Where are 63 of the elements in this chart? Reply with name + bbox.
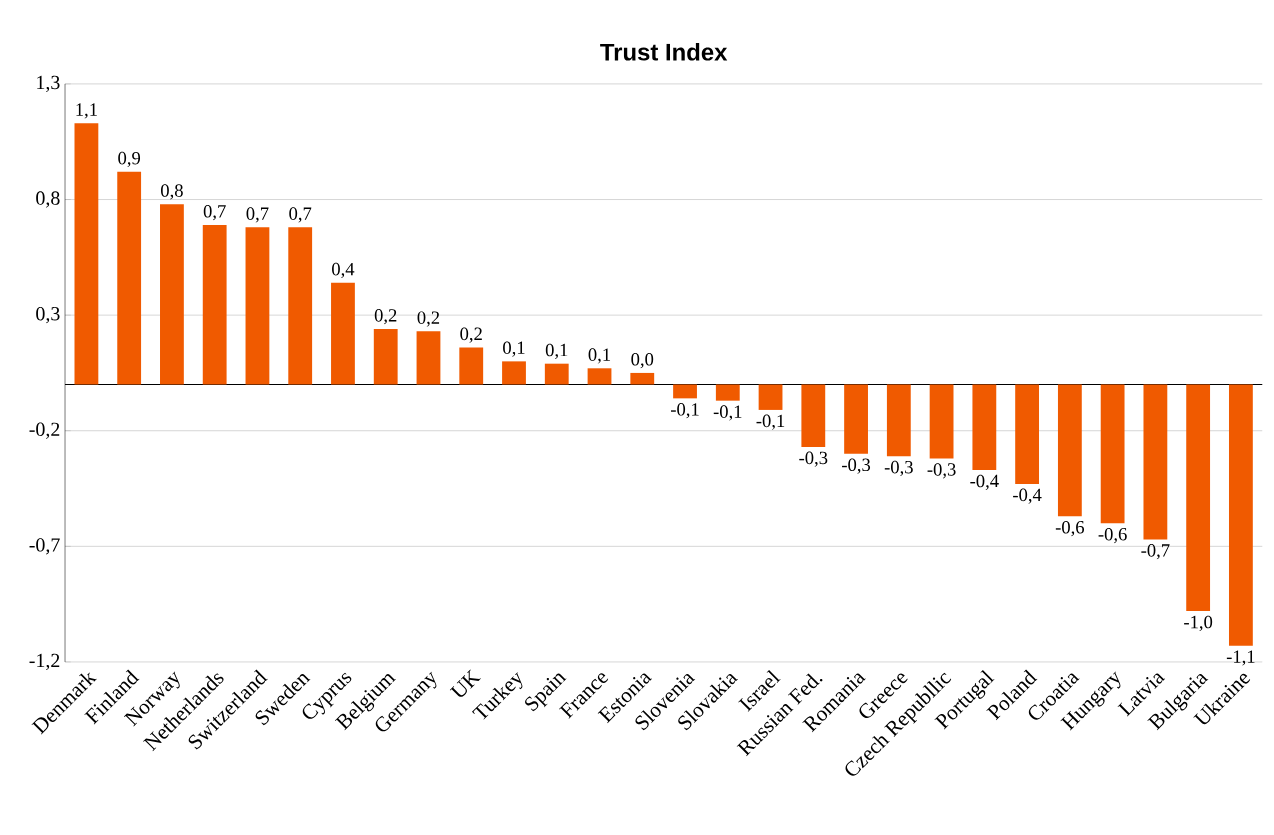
bar: [245, 227, 270, 385]
bar: [844, 384, 868, 454]
bar: [972, 384, 997, 471]
bar: [1057, 384, 1082, 517]
data-label: -0,3: [884, 460, 913, 477]
bar: [673, 384, 697, 399]
bar: [202, 224, 227, 385]
data-label: 0,0: [631, 352, 654, 369]
data-label: -0,1: [671, 403, 699, 419]
y-tick-label: 0,8: [36, 191, 60, 208]
y-tick-label: 1,3: [37, 75, 60, 93]
data-label: -0,3: [927, 463, 956, 479]
bar: [288, 227, 313, 385]
bar: [160, 204, 184, 385]
bar: [929, 384, 954, 459]
data-label: -1,1: [1226, 650, 1255, 666]
data-label: -0,1: [756, 414, 785, 430]
data-label: -0,4: [1013, 488, 1042, 504]
bar: [886, 384, 911, 457]
bar: [587, 368, 612, 385]
bar: [630, 372, 655, 385]
data-label: -0,3: [799, 451, 828, 467]
bar: [117, 171, 142, 385]
bar: [801, 384, 826, 447]
data-label: 0,7: [289, 207, 312, 223]
data-label: 0,7: [246, 207, 269, 223]
bar: [74, 123, 99, 385]
bar: [502, 361, 526, 385]
data-label: 0,2: [460, 327, 482, 343]
data-label: 0,7: [203, 204, 226, 221]
data-label: 0,9: [118, 151, 141, 168]
bar: [758, 384, 783, 410]
data-label: -1,0: [1184, 615, 1213, 631]
data-label: 0,2: [374, 309, 397, 325]
data-label: 0,8: [161, 184, 183, 200]
data-label: -0,4: [970, 474, 999, 490]
data-label: 0,4: [332, 262, 355, 279]
data-label: -0,6: [1098, 527, 1127, 544]
chart-title: Trust Index: [600, 43, 728, 61]
bar: [544, 363, 569, 385]
data-label: 0,2: [417, 311, 440, 327]
y-tick-label: 0,3: [36, 306, 60, 324]
bar: [1100, 384, 1125, 524]
data-label: -0,3: [842, 458, 871, 474]
y-tick-label: -1,2: [29, 653, 60, 671]
data-label: 0,1: [588, 348, 611, 364]
bar: [1186, 384, 1211, 612]
y-tick-label: -0,7: [29, 538, 60, 555]
bar: [715, 384, 740, 401]
bar: [1143, 384, 1168, 540]
data-label: 0,1: [545, 343, 568, 359]
data-label: 0,1: [503, 341, 525, 357]
y-tick-label: -0,2: [29, 422, 60, 439]
bar: [373, 328, 398, 385]
data-label: 1,1: [76, 103, 97, 119]
data-label: -0,6: [1055, 520, 1085, 537]
data-label: -0,1: [713, 405, 742, 421]
bar: [1228, 384, 1253, 646]
bar: [1015, 384, 1040, 484]
bar: [459, 347, 484, 385]
bar: [331, 282, 355, 385]
bar: [416, 331, 441, 385]
data-label: -0,7: [1141, 544, 1170, 560]
